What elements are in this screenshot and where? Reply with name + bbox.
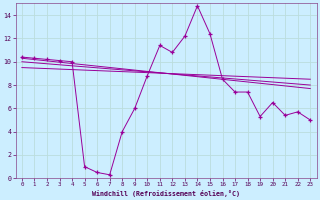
X-axis label: Windchill (Refroidissement éolien,°C): Windchill (Refroidissement éolien,°C) — [92, 190, 240, 197]
